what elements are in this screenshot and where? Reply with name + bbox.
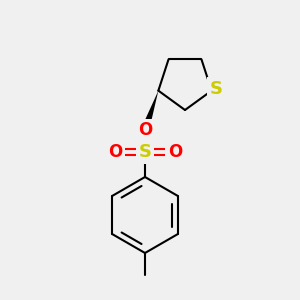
- Text: S: S: [139, 143, 152, 161]
- Polygon shape: [144, 91, 158, 125]
- Text: S: S: [210, 80, 223, 98]
- Text: O: O: [138, 121, 152, 139]
- Text: O: O: [168, 143, 182, 161]
- Text: O: O: [138, 121, 152, 139]
- Text: O: O: [108, 143, 122, 161]
